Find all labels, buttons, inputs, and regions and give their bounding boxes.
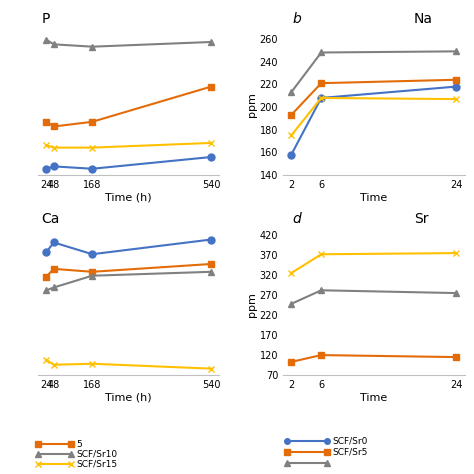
Y-axis label: ppm: ppm <box>247 92 257 117</box>
X-axis label: Time (h): Time (h) <box>105 193 152 203</box>
Y-axis label: ppm: ppm <box>247 292 257 317</box>
Text: b: b <box>292 12 301 26</box>
Text: Sr: Sr <box>414 212 428 226</box>
X-axis label: Time: Time <box>360 393 387 403</box>
Text: d: d <box>292 212 301 226</box>
Text: Ca: Ca <box>42 212 60 226</box>
X-axis label: Time (h): Time (h) <box>105 393 152 403</box>
Text: Na: Na <box>414 12 433 26</box>
X-axis label: Time: Time <box>360 193 387 203</box>
Text: 5: 5 <box>76 439 82 448</box>
Text: SCF/Sr10: SCF/Sr10 <box>76 450 117 459</box>
Text: SCF/Sr5: SCF/Sr5 <box>332 447 367 456</box>
Text: P: P <box>42 12 50 26</box>
Text: SCF/Sr0: SCF/Sr0 <box>332 437 367 446</box>
Text: SCF/Sr15: SCF/Sr15 <box>76 460 117 469</box>
